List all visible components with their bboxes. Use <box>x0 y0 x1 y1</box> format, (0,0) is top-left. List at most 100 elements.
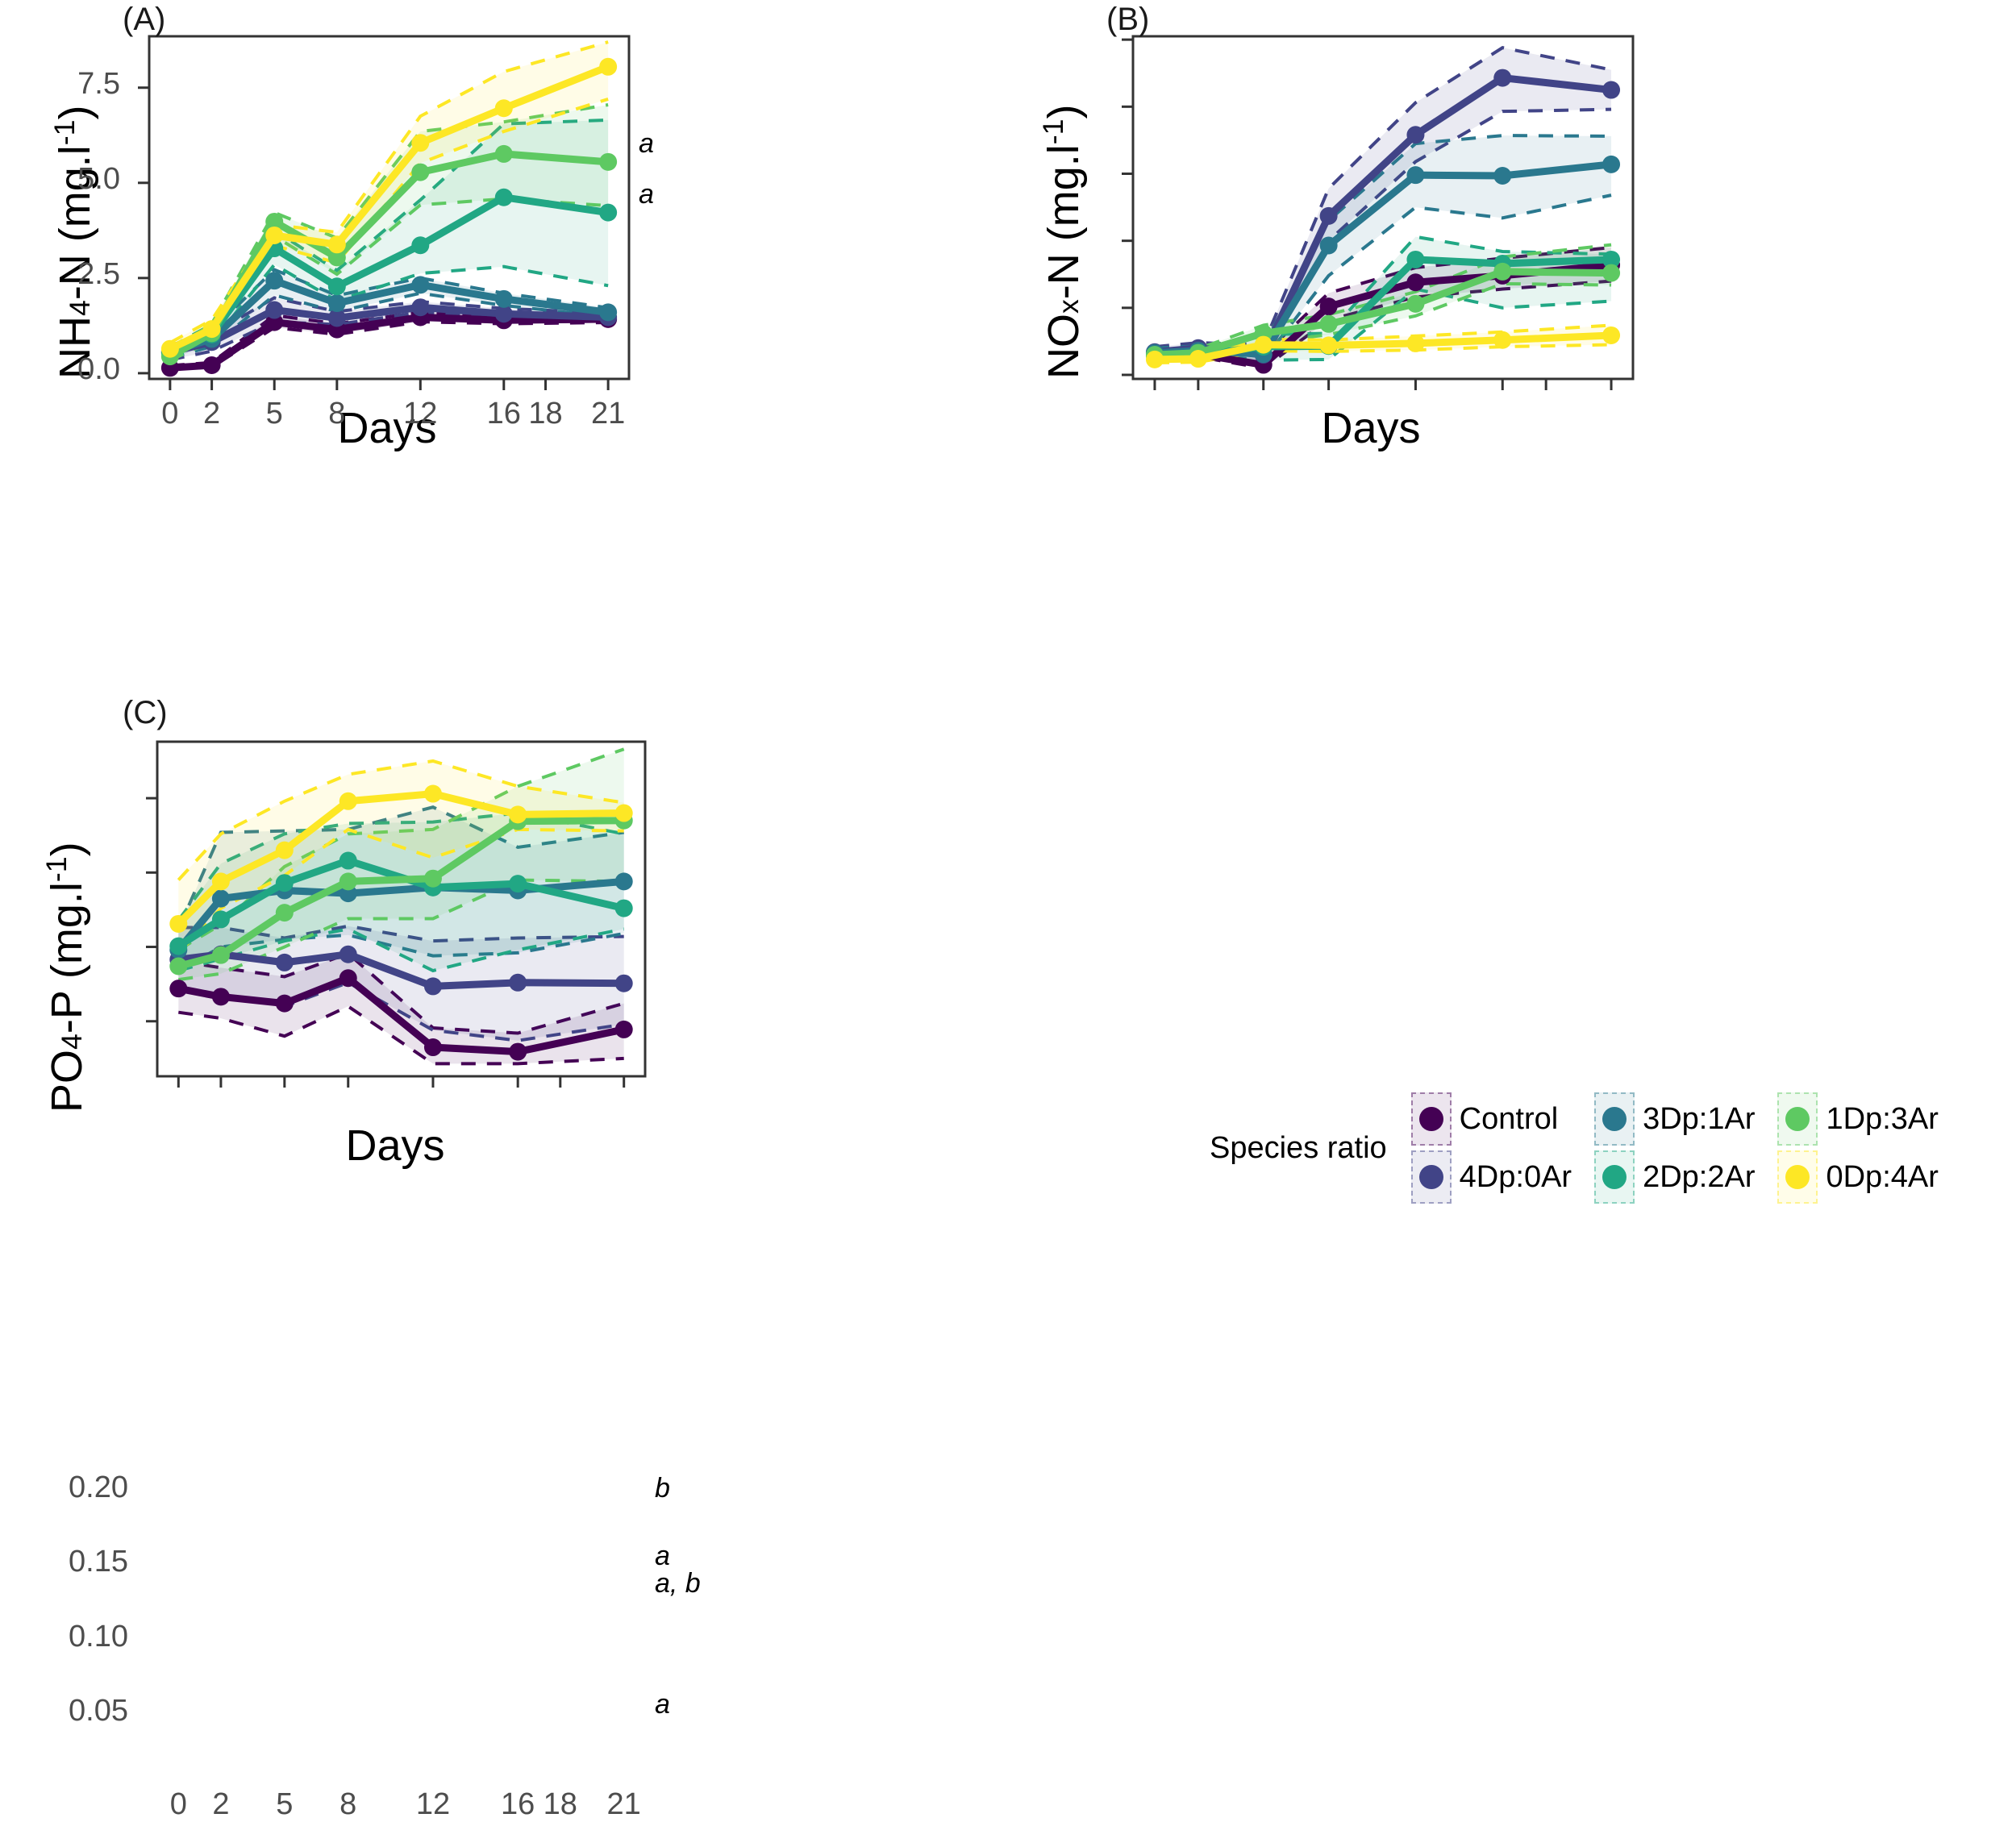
legend-item-label: 1Dp:3Ar <box>1826 1101 1939 1136</box>
data-point <box>614 872 633 891</box>
y-tick-label: 2 <box>1951 220 2016 255</box>
panel-c: (C) PO4-P (mg.l-1) Days 0 2 5 8 12 16 18 21 0.05… <box>0 693 1048 1821</box>
data-point <box>599 57 618 76</box>
x-tick-label: 21 <box>606 1787 641 1821</box>
legend-key-swatch <box>1777 1150 1818 1204</box>
panel-c-ylabel: PO4-P (mg.l-1) <box>40 842 91 1113</box>
y-tick-label: 2.5 <box>77 256 120 291</box>
y-tick-label: 0.0 <box>77 352 120 386</box>
legend-dot-icon <box>1785 1107 1810 1131</box>
ribbon-lower-outline <box>178 878 624 982</box>
data-point <box>202 320 221 339</box>
y-tick-label: 0.05 <box>69 1693 128 1728</box>
plot-group <box>146 740 647 1088</box>
ribbon-lower-outline <box>178 1005 624 1066</box>
legend-item-label: 3Dp:1Ar <box>1643 1101 1756 1136</box>
ribbon-lower-outline <box>169 98 609 356</box>
plot-group <box>1122 35 1635 390</box>
y-tick-label: 7.5 <box>77 66 120 101</box>
y-tick-label: 0 <box>1951 354 2016 389</box>
legend-item[interactable]: Control <box>1410 1092 1572 1146</box>
legend-key-swatch <box>1410 1092 1452 1146</box>
ribbon-upper-outline <box>169 118 609 349</box>
legend-item-label: 2Dp:2Ar <box>1643 1159 1756 1194</box>
data-point <box>614 974 633 992</box>
data-point <box>614 1020 633 1038</box>
legend-item-label: 4Dp:0Ar <box>1459 1159 1572 1194</box>
ribbon-fill <box>169 119 609 359</box>
data-point <box>275 841 294 859</box>
x-tick-label: 18 <box>543 1787 577 1821</box>
data-point <box>202 356 221 374</box>
data-point <box>1493 331 1512 349</box>
legend-dot-icon <box>1418 1107 1443 1131</box>
legend-key-swatch <box>1777 1092 1818 1146</box>
legend-item[interactable]: 3Dp:1Ar <box>1594 1092 1755 1146</box>
legend-item[interactable]: 2Dp:2Ar <box>1594 1150 1755 1204</box>
panel-b-tag: (B) <box>1106 2 1150 37</box>
y-tick-label: 1 <box>1951 287 2016 322</box>
data-point <box>423 1038 442 1057</box>
x-tick-label: 12 <box>415 1787 451 1821</box>
legend-item[interactable]: 0Dp:4Ar <box>1777 1150 1939 1204</box>
data-point <box>339 872 357 891</box>
x-tick-label: 0 <box>161 397 179 431</box>
data-point <box>1406 334 1425 352</box>
legend-item[interactable]: 4Dp:0Ar <box>1410 1150 1572 1204</box>
x-tick-label: 18 <box>528 397 563 431</box>
data-point <box>275 994 294 1013</box>
panel-b: (B) NOx-N (mg.l-1) Days 0258121618210123… <box>1008 0 2016 708</box>
significance-label: a <box>639 178 654 210</box>
data-point <box>211 910 230 929</box>
panel-a-xlabel: Days <box>337 404 437 452</box>
data-point <box>1406 294 1425 313</box>
data-point <box>1319 336 1338 355</box>
data-point <box>423 869 442 888</box>
x-tick-label: 16 <box>486 397 521 431</box>
data-point <box>494 305 513 323</box>
data-point <box>265 272 284 290</box>
data-point <box>599 152 618 171</box>
ribbon-fill <box>169 42 609 355</box>
legend-key-swatch <box>1410 1150 1452 1204</box>
data-point <box>327 309 346 327</box>
data-point <box>1319 297 1338 316</box>
significance-label: a, b <box>655 1567 701 1599</box>
data-point <box>1602 250 1621 268</box>
data-point <box>1319 236 1338 255</box>
ribbon-fill <box>169 105 609 360</box>
y-tick-label: 4 <box>1951 85 2016 120</box>
data-point <box>1602 264 1621 282</box>
legend-key-swatch <box>1594 1092 1635 1146</box>
data-point <box>265 301 284 319</box>
data-point <box>1406 126 1425 144</box>
data-point <box>494 99 513 118</box>
panel-a: (A) NH4-N (mg.l-1) Days 0 2 5 8 12 16 18 21 0.0 2… <box>0 0 1008 708</box>
data-point <box>160 339 179 358</box>
data-point <box>599 203 618 222</box>
data-point <box>1493 69 1512 87</box>
legend-item[interactable]: 1Dp:3Ar <box>1777 1092 1939 1146</box>
ribbon-lower-outline <box>169 197 609 362</box>
data-point <box>1189 350 1207 368</box>
data-point <box>411 236 430 255</box>
data-point <box>494 144 513 163</box>
x-tick-label: 2 <box>203 397 221 431</box>
ribbon-lower-outline <box>1154 193 1612 362</box>
data-point <box>1319 314 1338 333</box>
data-point <box>1145 350 1164 368</box>
y-tick-label: 3 <box>1951 152 2016 187</box>
ribbon-fill <box>1154 135 1612 360</box>
x-tick-label: 5 <box>265 397 283 431</box>
x-tick-label: 2 <box>212 1787 230 1821</box>
data-point <box>169 980 188 998</box>
data-point <box>1254 335 1272 354</box>
data-point <box>423 784 442 803</box>
panel-border <box>1131 35 1635 381</box>
data-point <box>1406 166 1425 185</box>
data-point <box>411 276 430 294</box>
ribbon-upper-outline <box>177 951 625 1035</box>
plot-group <box>138 35 631 390</box>
data-point <box>169 914 188 933</box>
